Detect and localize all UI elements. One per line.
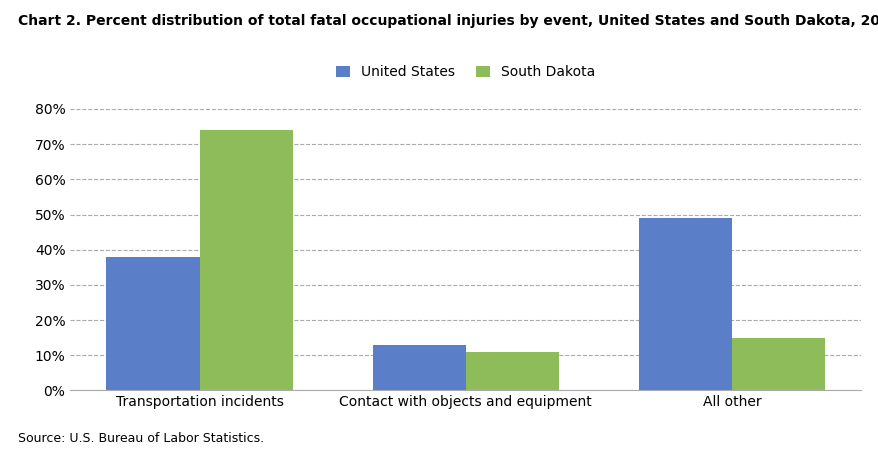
Bar xyxy=(731,338,824,390)
Bar xyxy=(372,345,465,390)
Text: Source: U.S. Bureau of Labor Statistics.: Source: U.S. Bureau of Labor Statistics. xyxy=(18,432,263,445)
Bar xyxy=(106,257,199,390)
Bar xyxy=(638,218,731,390)
Bar xyxy=(465,352,558,390)
Text: Chart 2. Percent distribution of total fatal occupational injuries by event, Uni: Chart 2. Percent distribution of total f… xyxy=(18,14,878,28)
Bar xyxy=(199,130,292,390)
Legend: United States, South Dakota: United States, South Dakota xyxy=(336,65,594,79)
